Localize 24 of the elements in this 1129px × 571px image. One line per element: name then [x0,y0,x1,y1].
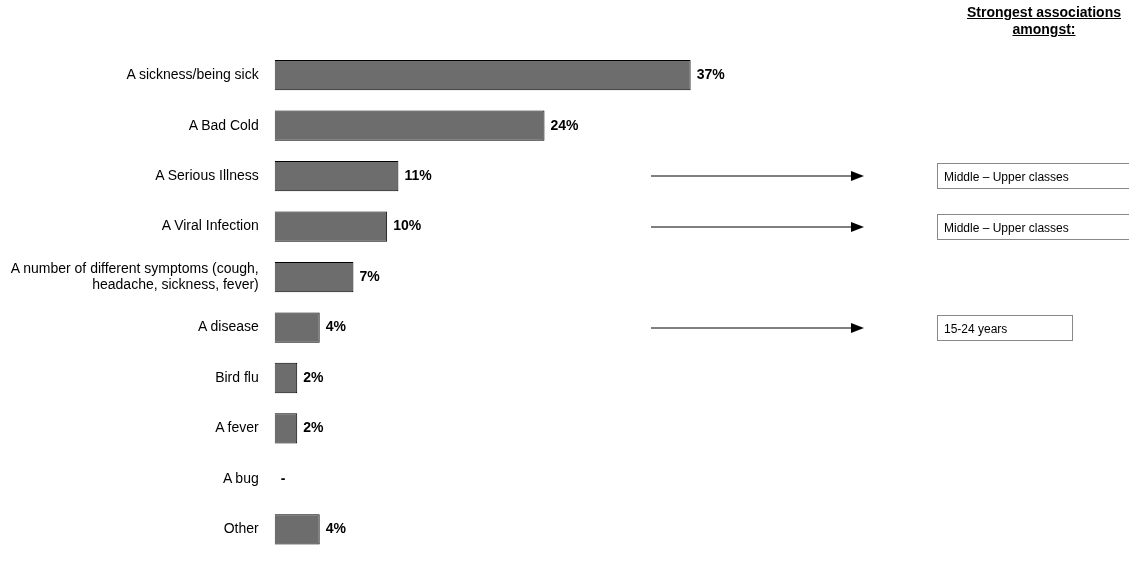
data-label: 10% [393,217,422,234]
y-tick-label: A sickness/being sick [126,66,260,83]
data-label: 4% [325,520,347,537]
data-label: 24% [550,116,580,133]
y-tick-label: A Serious Illness [155,167,259,184]
y-tick-label: A number of different symptoms (cough, headache, sickness, fever) [10,259,259,293]
data-label: 7% [359,267,381,284]
y-tick-label: A Viral Infection [161,217,259,234]
data-label: 37% [696,66,726,83]
data-label: 2% [303,419,325,436]
data-label: - [280,469,286,486]
annotation: Middle – Upper classes [937,163,1129,190]
y-tick-label: A bug [222,469,259,486]
y-tick-label: A disease [198,318,259,335]
data-label: 4% [325,318,347,335]
y-tick-label: Other [223,520,260,537]
y-tick-label: Bird flu [215,368,259,385]
y-tick-label: A Bad Cold [188,116,259,133]
text: Strongest associations amongst: [965,4,1122,38]
data-label: 2% [303,368,325,385]
annotation: Middle – Upper classes [937,213,1129,240]
y-tick-label: A fever [215,419,260,436]
annotation: 15-24 years [937,314,1073,341]
data-label: 11% [404,167,433,184]
